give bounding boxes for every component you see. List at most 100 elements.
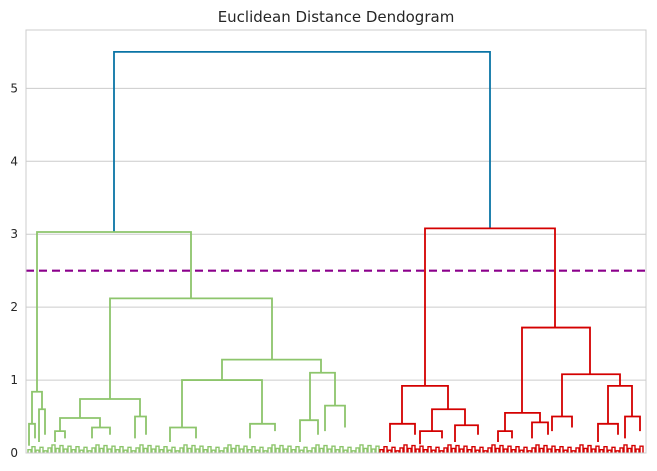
y-tick-label: 1 bbox=[10, 373, 18, 387]
leaf-link bbox=[95, 444, 100, 453]
leaf-link bbox=[171, 446, 176, 453]
leaf-link bbox=[635, 448, 640, 453]
leaf-link bbox=[115, 448, 120, 453]
dendrogram-link bbox=[221, 358, 322, 381]
dendrogram-link bbox=[607, 385, 633, 424]
leaf-link bbox=[119, 446, 124, 453]
leaf-link bbox=[483, 450, 488, 453]
leaf-link bbox=[367, 444, 372, 453]
leaf-link bbox=[139, 444, 144, 453]
chart-title: Euclidean Distance Dendogram bbox=[218, 8, 455, 26]
leaf-link bbox=[159, 448, 164, 453]
leaf-link bbox=[31, 446, 36, 453]
leaf-link bbox=[219, 450, 224, 453]
leaf-link bbox=[555, 448, 560, 453]
leaf-link bbox=[559, 446, 564, 453]
dendrogram-link bbox=[551, 415, 573, 432]
leaf-link bbox=[211, 449, 216, 453]
leaf-link bbox=[35, 449, 40, 453]
leaf-link bbox=[535, 444, 540, 453]
leaf-link bbox=[587, 444, 592, 453]
leaf-link bbox=[79, 449, 84, 453]
leaf-link bbox=[131, 450, 136, 453]
leaf-link bbox=[419, 445, 424, 453]
leaf-link bbox=[423, 448, 428, 453]
dendrogram-link bbox=[309, 371, 336, 421]
leaf-link bbox=[259, 446, 264, 453]
leaf-link bbox=[183, 444, 188, 453]
leaf-link bbox=[127, 446, 132, 453]
plot-frame bbox=[25, 29, 647, 454]
dendrogram-link bbox=[181, 379, 263, 428]
leaf-link bbox=[191, 444, 196, 453]
leaf-link bbox=[63, 448, 68, 453]
y-tick-label: 0 bbox=[10, 446, 18, 460]
leaf-link bbox=[319, 447, 324, 453]
leaf-link bbox=[151, 448, 156, 453]
dendrogram-link bbox=[38, 408, 46, 443]
leaf-link bbox=[315, 444, 320, 453]
leaf-link bbox=[291, 448, 296, 453]
leaf-link bbox=[231, 447, 236, 453]
leaf-link bbox=[199, 445, 204, 453]
dendrogram-link bbox=[531, 421, 549, 439]
dendrogram-link bbox=[91, 426, 111, 439]
leaf-link bbox=[251, 446, 256, 453]
leaf-link bbox=[359, 444, 364, 453]
leaf-link bbox=[567, 446, 572, 453]
leaf-link bbox=[375, 445, 380, 453]
dendrogram-link bbox=[454, 424, 479, 443]
leaf-link bbox=[267, 447, 272, 453]
leaf-link bbox=[507, 445, 512, 453]
leaf-link bbox=[135, 447, 140, 453]
leaf-link bbox=[143, 447, 148, 453]
leaf-link bbox=[523, 446, 528, 453]
dendrogram-link bbox=[561, 373, 621, 417]
dendrogram-links bbox=[28, 50, 641, 446]
leaf-link bbox=[351, 450, 356, 453]
dendrogram-link bbox=[521, 326, 591, 413]
leaf-link bbox=[611, 446, 616, 453]
leaf-link bbox=[415, 448, 420, 453]
cluster-merge-link bbox=[424, 227, 556, 386]
dendrogram-link bbox=[59, 417, 101, 432]
leaf-link bbox=[627, 447, 632, 453]
leaf-link bbox=[591, 448, 596, 453]
dendrogram-link bbox=[31, 390, 43, 424]
leaf-link bbox=[195, 448, 200, 453]
leaf-link bbox=[639, 445, 644, 453]
leaf-link bbox=[439, 450, 444, 453]
leaf-link bbox=[519, 449, 524, 453]
leaf-link bbox=[487, 447, 492, 453]
leaf-link bbox=[575, 447, 580, 453]
leaf-link bbox=[583, 447, 588, 453]
leaf-link bbox=[323, 444, 328, 453]
leaf-link bbox=[435, 446, 440, 453]
leaf-link bbox=[215, 446, 220, 453]
leaf-link bbox=[71, 448, 76, 453]
dendrogram-link bbox=[597, 422, 619, 443]
leaf-link bbox=[371, 448, 376, 453]
leaf-link bbox=[307, 450, 312, 453]
leaf-link bbox=[255, 449, 260, 453]
leaf-link bbox=[631, 444, 636, 453]
leaf-link bbox=[175, 450, 180, 453]
leaf-link bbox=[495, 447, 500, 453]
leaf-link bbox=[155, 445, 160, 453]
leaf-link bbox=[363, 447, 368, 453]
leaf-link bbox=[347, 446, 352, 453]
dendrogram-link bbox=[401, 385, 449, 424]
dendrogram-link bbox=[54, 430, 66, 443]
leaf-link bbox=[303, 446, 308, 453]
leaf-link bbox=[235, 444, 240, 453]
leaf-link bbox=[243, 445, 248, 453]
dendrogram-link bbox=[169, 426, 197, 443]
dendrogram-link bbox=[299, 419, 319, 443]
leaf-link bbox=[451, 447, 456, 453]
leaf-link bbox=[227, 444, 232, 453]
leaf-link bbox=[339, 446, 344, 453]
dendrogram-link bbox=[134, 415, 147, 439]
dendrogram-link bbox=[249, 422, 276, 439]
leaf-link bbox=[111, 445, 116, 453]
leaf-link bbox=[271, 444, 276, 453]
